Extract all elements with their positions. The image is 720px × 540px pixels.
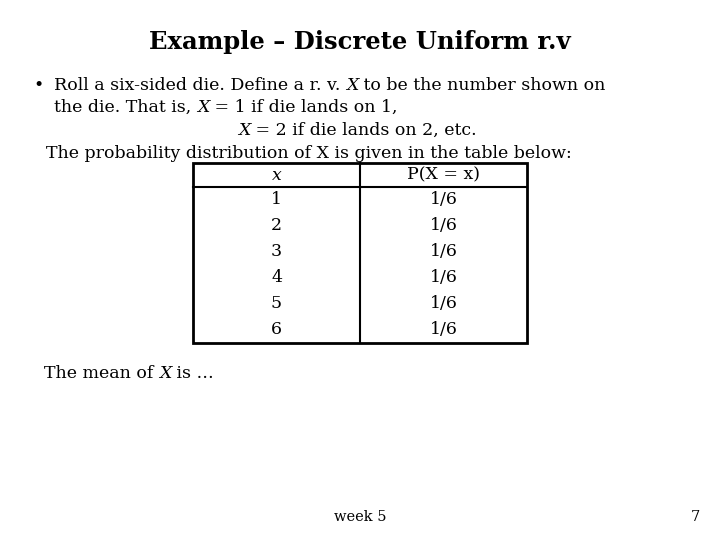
Text: the die. That is,: the die. That is, [54,99,197,116]
Text: 3: 3 [271,244,282,260]
Text: P(X = x): P(X = x) [407,166,480,184]
Text: 7: 7 [690,510,700,524]
Text: x: x [271,166,282,184]
Text: 2: 2 [271,218,282,234]
Text: 1/6: 1/6 [430,295,457,313]
Text: is …: is … [171,365,214,382]
Text: week 5: week 5 [334,510,386,524]
Text: X: X [238,122,251,139]
Text: Example – Discrete Uniform r.v: Example – Discrete Uniform r.v [149,30,571,54]
Text: 1/6: 1/6 [430,269,457,287]
Text: X: X [346,77,359,94]
Text: X: X [197,99,209,116]
Text: to be the number shown on: to be the number shown on [359,77,606,94]
Bar [193,163,527,343]
Text: = 2 if die lands on 2, etc.: = 2 if die lands on 2, etc. [251,122,477,139]
Text: 1: 1 [271,192,282,208]
Text: X: X [159,365,171,382]
Text: 1/6: 1/6 [430,321,457,339]
Text: = 1 if die lands on 1,: = 1 if die lands on 1, [209,99,397,116]
Text: Roll a six-sided die. Define a r. v.: Roll a six-sided die. Define a r. v. [54,77,346,94]
Text: 1/6: 1/6 [430,244,457,260]
Text: 1/6: 1/6 [430,218,457,234]
Text: 4: 4 [271,269,282,287]
Text: 1/6: 1/6 [430,192,457,208]
Text: 5: 5 [271,295,282,313]
Text: The mean of: The mean of [44,365,159,382]
Text: •: • [33,77,43,94]
Text: The probability distribution of X is given in the table below:: The probability distribution of X is giv… [46,145,572,162]
Text: 6: 6 [271,321,282,339]
